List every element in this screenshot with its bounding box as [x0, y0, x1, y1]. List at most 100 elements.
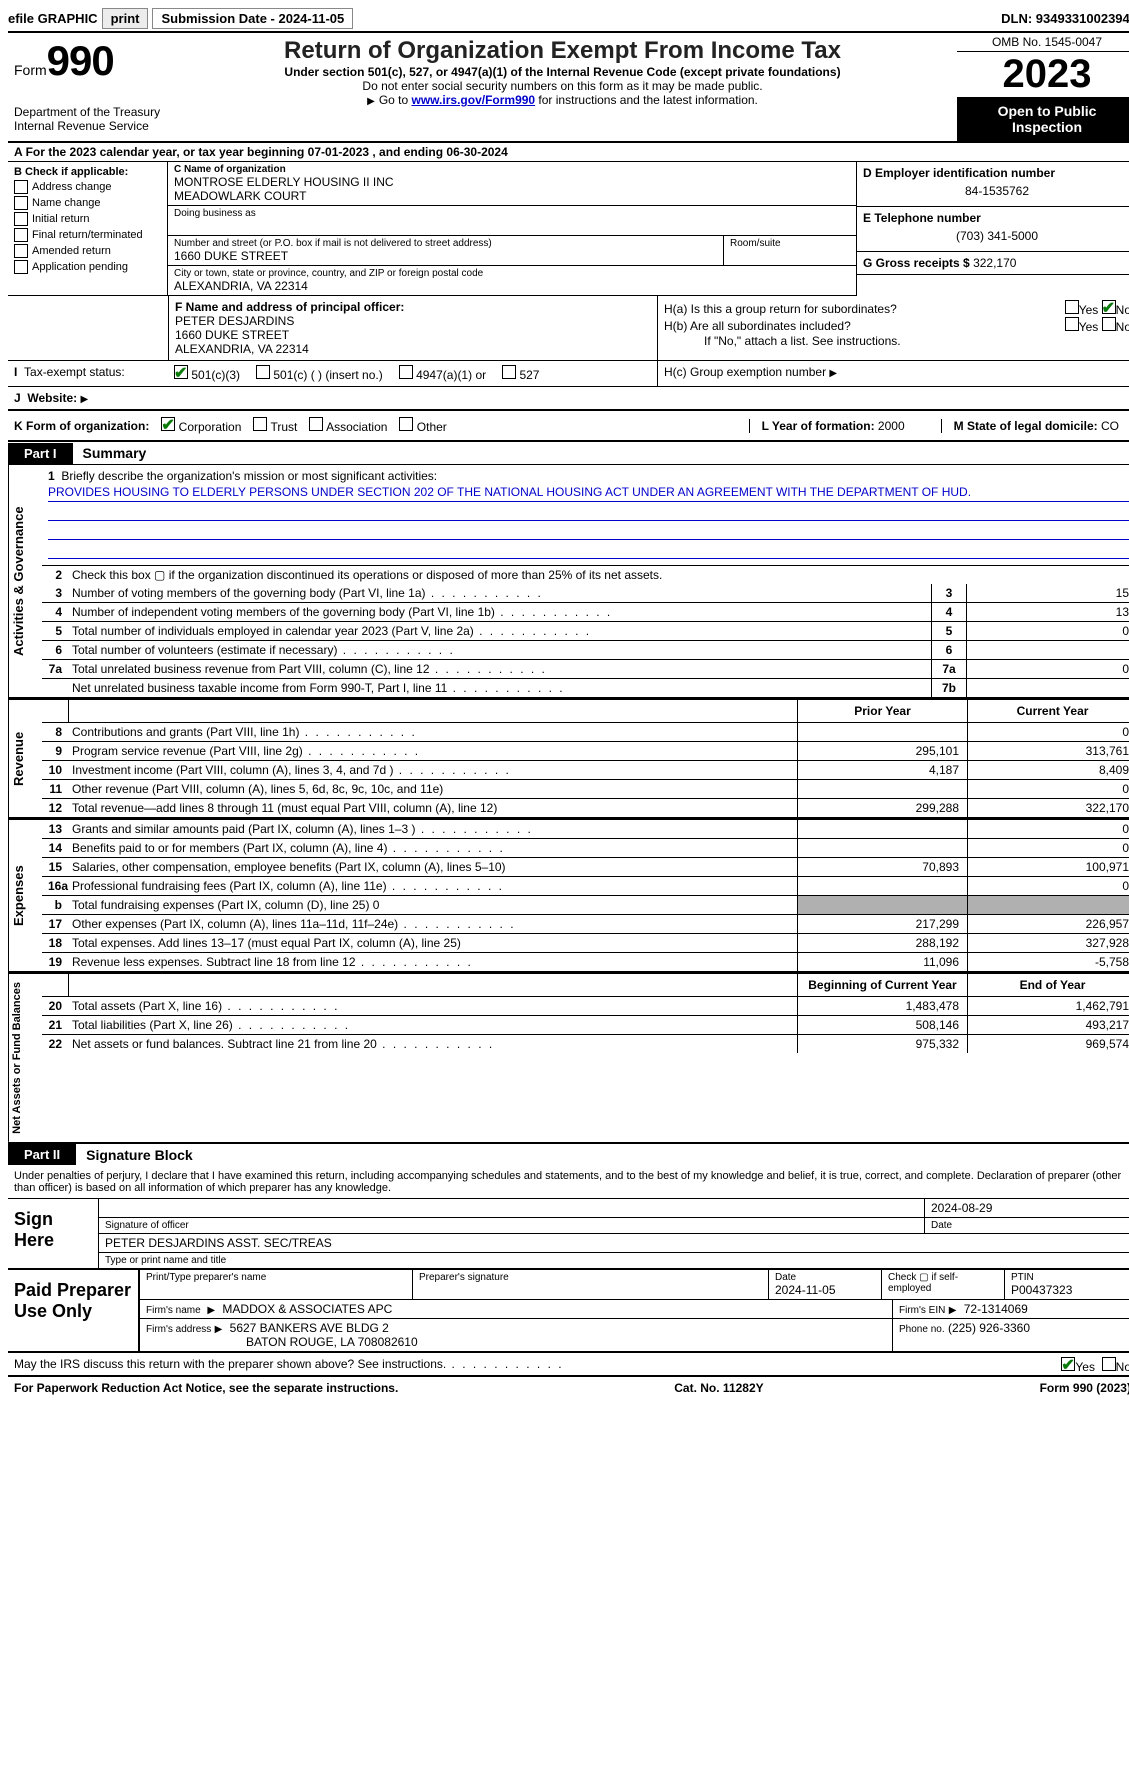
col-current: Current Year [967, 700, 1129, 722]
ha-label: H(a) Is this a group return for subordin… [664, 302, 897, 316]
l15-c: 100,971 [967, 858, 1129, 876]
l12-c: 322,170 [967, 799, 1129, 817]
checkbox-amended[interactable] [14, 244, 28, 258]
chk-trust[interactable] [253, 417, 267, 431]
lbl-527: 527 [519, 368, 539, 382]
line-5: 5Total number of individuals employed in… [42, 622, 1129, 641]
chk-app-label: Application pending [32, 261, 128, 273]
line-15: 15Salaries, other compensation, employee… [42, 858, 1129, 877]
summary-expenses: Expenses 13Grants and similar amounts pa… [8, 819, 1129, 973]
net-header: Beginning of Current YearEnd of Year [42, 974, 1129, 997]
l15-desc: Salaries, other compensation, employee b… [68, 858, 797, 876]
hb-no-checkbox[interactable] [1102, 317, 1116, 331]
d-label: D Employer identification number [863, 166, 1055, 180]
firm-name-cell: Firm's name MADDOX & ASSOCIATES APC [139, 1300, 892, 1318]
l19-c: -5,758 [967, 953, 1129, 971]
firm-phone-label: Phone no. [899, 1324, 945, 1335]
checkbox-address[interactable] [14, 180, 28, 194]
l8-c: 0 [967, 723, 1129, 741]
chk-assoc[interactable] [309, 417, 323, 431]
print-button[interactable]: print [102, 8, 149, 29]
room-cell: Room/suite [724, 236, 856, 265]
part1-header: Part I Summary [8, 442, 1129, 464]
l18-desc: Total expenses. Add lines 13–17 (must eq… [68, 934, 797, 952]
ha-yes-checkbox[interactable] [1065, 300, 1079, 314]
chk-other[interactable] [399, 417, 413, 431]
l7a-val: 0 [967, 660, 1129, 678]
irsq-yes-checkbox[interactable] [1061, 1357, 1075, 1371]
chk-527[interactable] [502, 365, 516, 379]
line-18: 18Total expenses. Add lines 13–17 (must … [42, 934, 1129, 953]
firm-phone: (225) 926-3360 [948, 1321, 1030, 1335]
psig-cell: Preparer's signature [412, 1270, 768, 1299]
checkbox-initial[interactable] [14, 212, 28, 226]
l4-desc: Number of independent voting members of … [68, 603, 931, 621]
irs-link[interactable]: www.irs.gov/Form990 [412, 93, 536, 107]
street-cell: Number and street (or P.O. box if mail i… [168, 236, 724, 265]
officer-street: 1660 DUKE STREET [175, 328, 651, 342]
line-22: 22Net assets or fund balances. Subtract … [42, 1035, 1129, 1053]
chk-501c3[interactable] [174, 365, 188, 379]
irsq-yes: Yes [1075, 1360, 1095, 1374]
c-label: C Name of organization [174, 164, 286, 175]
l-value: 2000 [878, 419, 905, 433]
l16a-desc: Professional fundraising fees (Part IX, … [68, 877, 797, 895]
chk-corp[interactable] [161, 417, 175, 431]
ptin-value: P00437323 [1011, 1283, 1129, 1297]
sign-date: 2024-08-29 [924, 1199, 1129, 1217]
chk-initial-label: Initial return [32, 213, 89, 225]
checkbox-name[interactable] [14, 196, 28, 210]
l18-c: 327,928 [967, 934, 1129, 952]
form-link: Go to www.irs.gov/Form990 for instructio… [174, 93, 951, 107]
firm-addr-label: Firm's address [146, 1324, 211, 1335]
form-note: Do not enter social security numbers on … [174, 79, 951, 93]
ha-no-checkbox[interactable] [1102, 300, 1116, 314]
footer-left: For Paperwork Reduction Act Notice, see … [14, 1381, 398, 1395]
l11-desc: Other revenue (Part VIII, column (A), li… [68, 780, 797, 798]
hb-yes-checkbox[interactable] [1065, 317, 1079, 331]
rev-header: Prior YearCurrent Year [42, 700, 1129, 723]
ptin-label: PTIN [1011, 1272, 1129, 1283]
line-7b: Net unrelated business taxable income fr… [42, 679, 1129, 697]
title-cell: Return of Organization Exempt From Incom… [168, 33, 957, 141]
org-name-cell: C Name of organization MONTROSE ELDERLY … [168, 162, 856, 206]
street-row: Number and street (or P.O. box if mail i… [168, 236, 856, 266]
submission-date: Submission Date - 2024-11-05 [152, 8, 353, 29]
line-10: 10Investment income (Part VIII, column (… [42, 761, 1129, 780]
hc-cell: H(c) Group exemption number [657, 361, 1129, 386]
chk-4947[interactable] [399, 365, 413, 379]
sig-row-2: Signature of officer Date [98, 1218, 1129, 1234]
city-label: City or town, state or province, country… [174, 268, 850, 279]
part1-tab: Part I [8, 443, 73, 464]
line-11: 11Other revenue (Part VIII, column (A), … [42, 780, 1129, 799]
l3-val: 15 [967, 584, 1129, 602]
pname-cell: Print/Type preparer's name [139, 1270, 412, 1299]
l2-desc: Check this box ▢ if the organization dis… [68, 566, 1129, 584]
l7a-desc: Total unrelated business revenue from Pa… [68, 660, 931, 678]
firm-phone-cell: Phone no. (225) 926-3360 [892, 1319, 1129, 1351]
lbl-501c3: 501(c)(3) [191, 368, 240, 382]
line-14: 14Benefits paid to or for members (Part … [42, 839, 1129, 858]
l22-desc: Net assets or fund balances. Subtract li… [68, 1035, 797, 1053]
l13-desc: Grants and similar amounts paid (Part IX… [68, 820, 797, 838]
part1-title: Summary [73, 442, 157, 464]
firm-name: MADDOX & ASSOCIATES APC [222, 1302, 392, 1316]
ein-value: 84-1535762 [863, 180, 1129, 202]
firm-name-label: Firm's name [146, 1305, 201, 1316]
psig-label: Preparer's signature [419, 1272, 762, 1283]
f-label: F Name and address of principal officer: [175, 300, 404, 314]
checkbox-application[interactable] [14, 260, 28, 274]
mission-text: PROVIDES HOUSING TO ELDERLY PERSONS UNDE… [48, 485, 1129, 502]
officer-city: ALEXANDRIA, VA 22314 [175, 342, 651, 356]
checkbox-final[interactable] [14, 228, 28, 242]
lbl-trust: Trust [271, 420, 298, 434]
line-6: 6Total number of volunteers (estimate if… [42, 641, 1129, 660]
l5-desc: Total number of individuals employed in … [68, 622, 931, 640]
l14-desc: Benefits paid to or for members (Part IX… [68, 839, 797, 857]
chk-501c[interactable] [256, 365, 270, 379]
chk-name-label: Name change [32, 197, 101, 209]
l10-c: 8,409 [967, 761, 1129, 779]
irsq-no-checkbox[interactable] [1102, 1357, 1116, 1371]
line-9: 9Program service revenue (Part VIII, lin… [42, 742, 1129, 761]
pdate-value: 2024-11-05 [775, 1283, 875, 1297]
